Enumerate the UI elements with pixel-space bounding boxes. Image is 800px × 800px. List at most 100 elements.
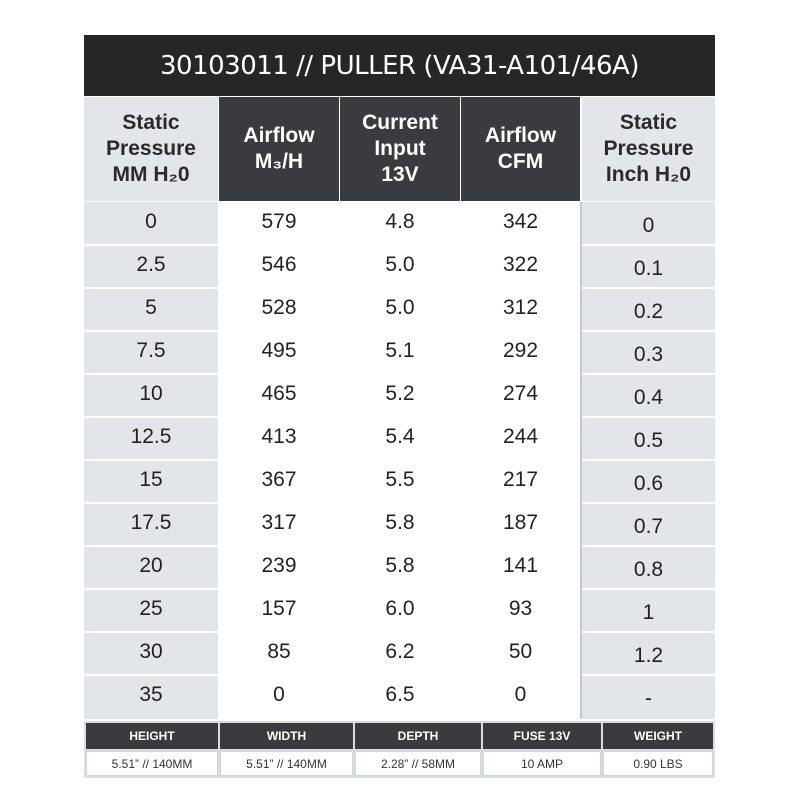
- row-divider: [84, 588, 218, 590]
- table-cell-airflow-cfm: 141: [502, 553, 539, 577]
- row-divider: [582, 502, 715, 504]
- table-cell-static-pressure-mm: 0: [145, 209, 157, 233]
- row-divider: [582, 287, 715, 289]
- table-cell-airflow-m3h: 528: [261, 295, 297, 319]
- table-cell-static-pressure-mm: 35: [139, 682, 163, 706]
- table-cell-airflow-m3h: 413: [261, 424, 297, 448]
- table-cell-static-pressure-inch: 0.7: [633, 514, 664, 538]
- row-divider: [582, 674, 715, 676]
- row-divider: [582, 588, 715, 590]
- table-cell-airflow-m3h: 367: [261, 467, 297, 491]
- spec-value: 0.90 LBS: [603, 751, 713, 776]
- table-cell-airflow-cfm: 187: [502, 510, 539, 534]
- table-cell-static-pressure-inch: 0.6: [633, 471, 664, 495]
- table-cell-static-pressure-mm: 15: [139, 467, 163, 491]
- column-header-airflow-cfm: Airflow CFM: [461, 97, 580, 201]
- spec-table-body: 0 579 4.8 342 0 2.5 546 5.0 322 0.1 5 528 5.0 312 0.2 7…: [84, 202, 715, 719]
- table-cell-static-pressure-mm: 5: [145, 295, 157, 319]
- row-divider: [84, 373, 218, 375]
- table-cell-airflow-cfm: 342: [502, 209, 539, 233]
- table-cell-static-pressure-mm: 20: [139, 553, 163, 577]
- spec-label: FUSE 13V: [483, 723, 601, 749]
- table-cell-static-pressure-mm: 7.5: [136, 338, 166, 362]
- table-cell-airflow-cfm: 292: [502, 338, 539, 362]
- column-header-current-input: Current Input 13V: [340, 97, 460, 201]
- row-divider: [84, 459, 218, 461]
- table-cell-static-pressure-inch: 0.1: [633, 256, 664, 280]
- table-cell-current-input: 6.5: [385, 682, 415, 706]
- row-divider: [84, 416, 218, 418]
- table-cell-current-input: 5.8: [385, 553, 415, 577]
- spec-value: 5.51” // 140MM: [86, 751, 218, 776]
- table-cell-static-pressure-inch: 0.8: [633, 557, 664, 581]
- table-cell-static-pressure-mm: 25: [139, 596, 163, 620]
- table-cell-airflow-cfm: 322: [502, 252, 539, 276]
- table-cell-current-input: 5.4: [385, 424, 415, 448]
- table-cell-airflow-m3h: 579: [261, 209, 297, 233]
- table-cell-current-input: 6.2: [385, 639, 415, 663]
- row-divider: [582, 244, 715, 246]
- row-divider: [84, 330, 218, 332]
- spec-label: WEIGHT: [603, 723, 713, 749]
- row-divider: [84, 244, 218, 246]
- table-cell-current-input: 5.1: [385, 338, 415, 362]
- table-cell-airflow-cfm: 274: [502, 381, 539, 405]
- table-cell-current-input: 5.8: [385, 510, 415, 534]
- table-cell-static-pressure-inch: 0.2: [633, 299, 664, 323]
- table-cell-static-pressure-inch: 0.3: [633, 342, 664, 366]
- row-divider: [582, 373, 715, 375]
- table-cell-static-pressure-inch: 0.4: [633, 385, 664, 409]
- table-cell-airflow-cfm: 93: [508, 596, 533, 620]
- table-cell-current-input: 5.0: [385, 252, 415, 276]
- table-cell-static-pressure-mm: 10: [139, 381, 163, 405]
- table-cell-airflow-m3h: 0: [273, 682, 285, 706]
- table-cell-airflow-m3h: 157: [261, 596, 297, 620]
- table-cell-static-pressure-mm: 17.5: [130, 510, 172, 534]
- row-divider: [84, 502, 218, 504]
- spec-label: WIDTH: [220, 723, 353, 749]
- table-cell-static-pressure-inch: 0: [642, 213, 655, 237]
- table-cell-airflow-m3h: 495: [261, 338, 297, 362]
- table-cell-airflow-cfm: 0: [514, 682, 527, 706]
- table-cell-static-pressure-inch: -: [645, 686, 652, 710]
- table-title: 30103011 // PULLER (VA31-A101/46A): [84, 35, 715, 96]
- column-divider: [580, 202, 582, 719]
- table-cell-current-input: 6.0: [385, 596, 415, 620]
- table-cell-static-pressure-inch: 1: [642, 600, 655, 624]
- column-header-airflow-m3h: Airflow M₃/H: [219, 97, 339, 201]
- row-divider: [582, 416, 715, 418]
- table-cell-current-input: 5.0: [385, 295, 415, 319]
- spec-value: 2.28” // 58MM: [355, 751, 481, 776]
- table-cell-current-input: 4.8: [385, 209, 415, 233]
- table-cell-static-pressure-mm: 30: [139, 639, 163, 663]
- row-divider: [84, 545, 218, 547]
- table-cell-airflow-m3h: 317: [261, 510, 297, 534]
- table-cell-static-pressure-inch: 0.5: [633, 428, 664, 452]
- row-divider: [84, 631, 218, 633]
- row-divider: [582, 330, 715, 332]
- row-divider: [84, 674, 218, 676]
- row-divider: [582, 545, 715, 547]
- table-cell-airflow-m3h: 546: [261, 252, 297, 276]
- column-header-static-pressure-mm: Static Pressure MM H₂0: [84, 97, 218, 201]
- table-cell-airflow-m3h: 239: [261, 553, 297, 577]
- table-cell-airflow-cfm: 50: [508, 639, 533, 663]
- spec-value: 10 AMP: [483, 751, 601, 776]
- row-divider: [582, 631, 715, 633]
- column-header-static-pressure-inch: Static Pressure Inch H₂0: [582, 97, 715, 201]
- row-divider: [582, 459, 715, 461]
- table-cell-airflow-cfm: 312: [502, 295, 539, 319]
- table-cell-static-pressure-mm: 2.5: [136, 252, 166, 276]
- table-cell-airflow-m3h: 465: [261, 381, 297, 405]
- row-divider: [84, 287, 218, 289]
- table-cell-static-pressure-inch: 1.2: [633, 643, 664, 667]
- table-cell-airflow-cfm: 244: [502, 424, 539, 448]
- table-cell-airflow-cfm: 217: [502, 467, 539, 491]
- table-cell-airflow-m3h: 85: [267, 639, 291, 663]
- table-cell-static-pressure-mm: 12.5: [130, 424, 172, 448]
- table-cell-current-input: 5.5: [385, 467, 415, 491]
- spec-value: 5.51” // 140MM: [220, 751, 353, 776]
- spec-label: DEPTH: [355, 723, 481, 749]
- table-cell-current-input: 5.2: [385, 381, 415, 405]
- spec-label: HEIGHT: [86, 723, 218, 749]
